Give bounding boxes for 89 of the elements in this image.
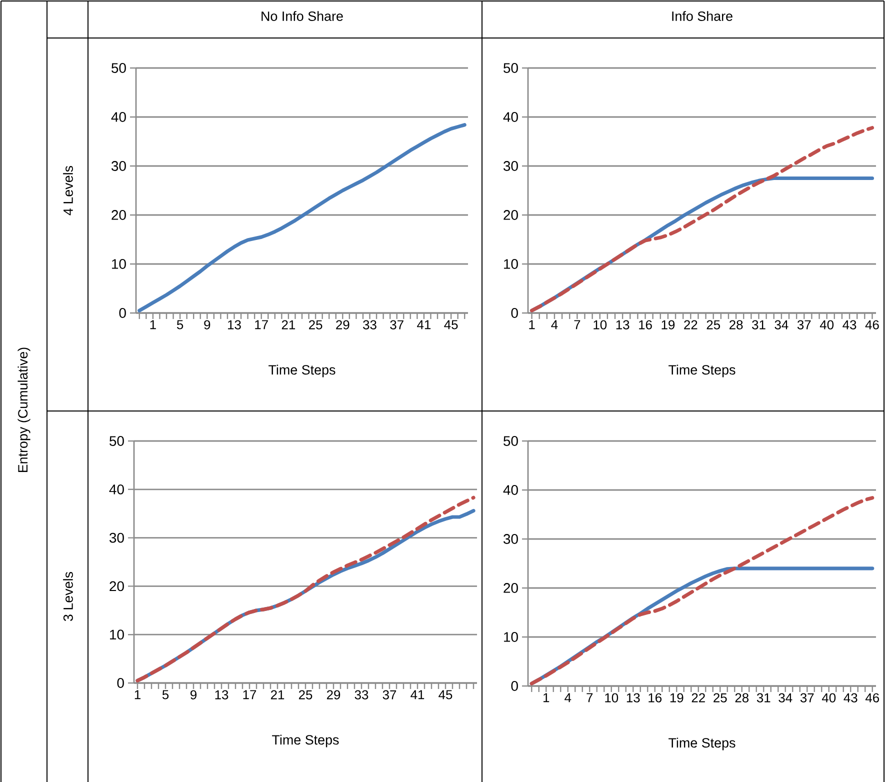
y-tick-label: 40 (503, 112, 518, 122)
y-tick-label: 30 (504, 534, 518, 544)
x-tick-label: 43 (844, 693, 858, 702)
x-tick-label: 4 (551, 320, 558, 330)
y-tick-label: 20 (504, 583, 518, 593)
x-tick-label: 29 (336, 320, 350, 330)
x-axis-title: Time Steps (268, 364, 336, 378)
y-tick-label: 50 (110, 436, 124, 446)
chart-title: No Info Share (262, 11, 343, 21)
y-tick-label: 50 (112, 63, 126, 73)
x-tick-label: 13 (228, 320, 241, 330)
x-tick-label: 4 (564, 693, 572, 702)
x-tick-label: 21 (270, 690, 284, 700)
x-tick-label: 5 (162, 690, 169, 700)
x-tick-label: 40 (820, 320, 834, 330)
y-tick-label: 10 (504, 632, 518, 642)
x-tick-label: 1 (150, 320, 156, 330)
y-tick-label: 20 (504, 210, 518, 220)
x-tick-label: 45 (444, 320, 458, 330)
x-tick-label: 37 (800, 693, 814, 702)
x-tick-label: 37 (382, 690, 396, 700)
y-axis-title: 3 Levels (63, 572, 73, 622)
x-tick-label: 25 (309, 320, 322, 330)
x-tick-label: 10 (605, 693, 618, 702)
x-tick-label: 7 (586, 693, 593, 702)
x-tick-label: 16 (639, 320, 652, 330)
x-tick-label: 40 (822, 693, 836, 702)
x-tick-label: 10 (594, 320, 607, 330)
y-tick-label: 40 (109, 484, 124, 494)
y-tick-label: 30 (504, 161, 518, 171)
x-tick-label: 31 (752, 320, 766, 330)
y-tick-label: 20 (112, 210, 126, 220)
y-tick-label: 10 (112, 259, 126, 269)
x-axis-title: Time Steps (668, 738, 736, 750)
x-tick-label: 34 (774, 320, 788, 330)
x-tick-label: 19 (670, 693, 684, 702)
x-tick-label: 9 (190, 690, 196, 700)
text: Entropy (Cumulative) (18, 348, 30, 472)
y-tick-label: 50 (504, 63, 518, 73)
x-tick-label: 13 (215, 690, 228, 700)
y-tick-label: 50 (504, 436, 518, 446)
chart-title: Info Share (672, 11, 732, 21)
x-tick-label: 37 (797, 320, 811, 330)
y-tick-label: 40 (111, 112, 126, 122)
x-tick-label: 37 (390, 320, 404, 330)
x-tick-label: 41 (410, 690, 424, 700)
x-tick-label: 31 (756, 693, 770, 702)
y-tick-label: 0 (117, 678, 124, 688)
x-tick-label: 34 (778, 693, 792, 702)
x-tick-label: 25 (706, 320, 720, 330)
y-tick-label: 20 (110, 581, 124, 592)
y-tick-label: 0 (511, 681, 518, 691)
x-axis-title: Time Steps (668, 364, 736, 378)
y-tick-label: 30 (111, 161, 126, 171)
x-tick-label: 19 (662, 320, 675, 330)
x-tick-label: 46 (865, 693, 880, 702)
x-axis-title: Time Steps (272, 734, 339, 748)
x-tick-label: 1 (529, 320, 535, 330)
x-tick-label: 45 (438, 690, 452, 700)
x-tick-label: 21 (282, 320, 296, 330)
x-tick-label: 25 (714, 693, 727, 702)
x-tick-label: 22 (684, 320, 698, 330)
x-tick-label: 33 (354, 690, 368, 700)
y-axis-title: 4 Levels (63, 166, 73, 216)
x-tick-label: 28 (730, 320, 743, 330)
x-tick-label: 5 (176, 320, 184, 330)
x-tick-label: 16 (648, 693, 662, 702)
x-tick-label: 22 (692, 693, 705, 702)
y-tick-label: 0 (119, 308, 126, 318)
x-tick-label: 13 (616, 320, 630, 330)
x-tick-label: 13 (626, 693, 640, 702)
x-tick-label: 9 (204, 320, 210, 330)
x-tick-label: 43 (842, 320, 856, 330)
x-tick-label: 17 (255, 320, 268, 330)
y-tick-label: 40 (503, 485, 518, 495)
x-tick-label: 29 (326, 690, 340, 700)
x-tick-label: 41 (417, 320, 431, 330)
x-tick-label: 33 (363, 320, 376, 330)
x-tick-label: 28 (735, 693, 749, 702)
x-tick-label: 1 (544, 693, 550, 702)
y-tick-label: 30 (109, 532, 124, 543)
x-tick-label: 1 (134, 690, 140, 700)
y-tick-label: 0 (511, 308, 518, 318)
y-tick-label: 10 (504, 259, 518, 269)
x-tick-label: 25 (298, 690, 312, 700)
x-tick-label: 46 (865, 320, 879, 330)
x-tick-label: 7 (574, 320, 580, 330)
x-tick-label: 17 (243, 690, 256, 700)
y-tick-label: 10 (110, 630, 124, 640)
